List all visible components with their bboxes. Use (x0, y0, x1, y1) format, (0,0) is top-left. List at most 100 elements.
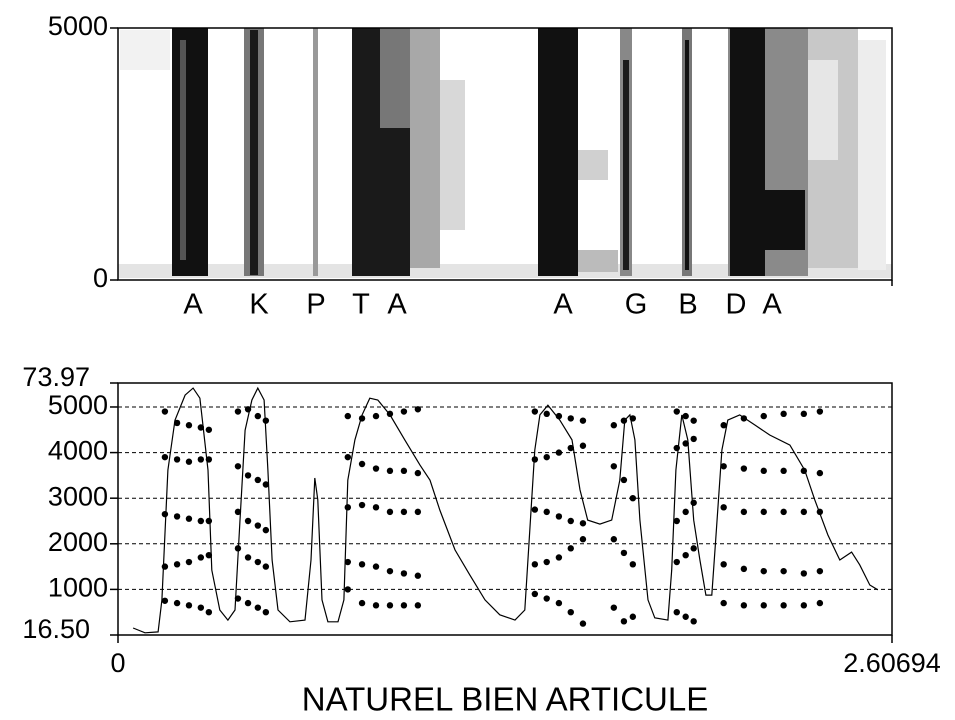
formant-point (414, 508, 422, 516)
formant-point (555, 449, 563, 456)
formant-point (620, 549, 628, 557)
formant-point (185, 422, 193, 429)
formant-point (620, 476, 628, 484)
formant-point (682, 440, 689, 447)
formant-point (690, 435, 697, 443)
formant-point (386, 602, 394, 609)
formant-point (816, 599, 824, 607)
formant-point (579, 536, 587, 543)
spectrogram-band (410, 28, 440, 268)
phoneme-label: B (678, 289, 697, 321)
formant-point (197, 517, 205, 525)
spectrogram-band (118, 264, 892, 278)
chart-title: NATUREL BIEN ARTICULE (302, 681, 709, 718)
intensity-line (132, 386, 879, 634)
phoneme-label: A (762, 289, 782, 321)
formant-point (173, 561, 181, 568)
spectrogram-band (250, 30, 258, 275)
formant-point (358, 460, 366, 468)
formant-point (400, 570, 408, 577)
formant-point (161, 597, 169, 604)
formant-point (205, 456, 213, 463)
spectrogram-band (685, 40, 689, 270)
formant-point (262, 563, 270, 570)
formant-point (414, 572, 422, 579)
formant-point (531, 590, 539, 598)
formant-point (567, 608, 574, 616)
y-tick-label: 2000 (48, 527, 108, 557)
formant-point (161, 510, 169, 518)
y-tick-label: 3000 (48, 481, 108, 511)
formant-point (610, 463, 618, 470)
formant-point (673, 608, 680, 616)
formant-point (579, 620, 587, 627)
bottom-frame (117, 382, 893, 636)
phoneme-label: T (352, 289, 370, 321)
formant-point (720, 504, 727, 511)
formant-point (673, 558, 680, 566)
formant-point (205, 551, 213, 559)
spectrogram-band (578, 150, 608, 180)
formant-point (610, 536, 618, 543)
formant-point (610, 604, 618, 611)
y-tick-label: 5000 (48, 390, 108, 420)
formant-point (173, 419, 181, 427)
formant-point (197, 456, 205, 463)
spectrogram-band (380, 28, 410, 128)
formant-point (262, 526, 270, 534)
formant-point (262, 608, 270, 616)
formant-point (543, 595, 550, 602)
formant-point (358, 599, 366, 607)
x-tick-label: 2.60694 (843, 648, 941, 678)
formant-point (358, 561, 366, 568)
formant-point (780, 508, 787, 516)
formant-point (262, 481, 270, 488)
formant-point (254, 476, 262, 484)
formant-point (234, 545, 242, 552)
formant-point (682, 551, 689, 559)
formant-point (344, 412, 352, 420)
phoneme-label: D (726, 289, 747, 321)
formant-point (197, 424, 205, 431)
formant-point (579, 442, 587, 449)
y2-tick-label: 73.97 (22, 362, 90, 392)
formant-point (543, 558, 550, 566)
formant-point (358, 501, 366, 509)
formant-point (372, 412, 380, 420)
formant-point (620, 618, 628, 625)
formant-point (344, 586, 352, 593)
formant-point (673, 408, 680, 415)
spectrogram-band (765, 190, 805, 250)
formant-point (629, 613, 637, 620)
formant-point (344, 453, 352, 461)
formant-point (610, 422, 618, 429)
formant-point (161, 453, 169, 461)
formant-point (244, 554, 252, 561)
formant-point (720, 422, 727, 429)
formant-point (386, 508, 394, 516)
formant-point (690, 417, 697, 424)
spectrogram-band (623, 60, 629, 270)
formant-point (543, 410, 550, 418)
formant-point (780, 467, 787, 475)
formant-point (372, 602, 380, 609)
formant-point (567, 415, 574, 422)
formant-point (197, 554, 205, 561)
formant-point (800, 570, 808, 577)
y-tick-label: 4000 (48, 436, 108, 466)
formant-point (386, 567, 394, 575)
formant-point (740, 465, 748, 472)
formant-point (760, 602, 767, 609)
formant-point (254, 604, 262, 611)
formant-point (780, 602, 787, 609)
formant-point (244, 406, 252, 413)
formant-point (816, 567, 824, 575)
formant-point (720, 463, 727, 470)
y2-tick-label: 16.50 (22, 614, 90, 644)
formant-point (740, 508, 748, 516)
formant-point (629, 561, 637, 568)
spectrogram-band (730, 28, 765, 276)
formant-point (205, 608, 213, 616)
formant-point (197, 604, 205, 611)
